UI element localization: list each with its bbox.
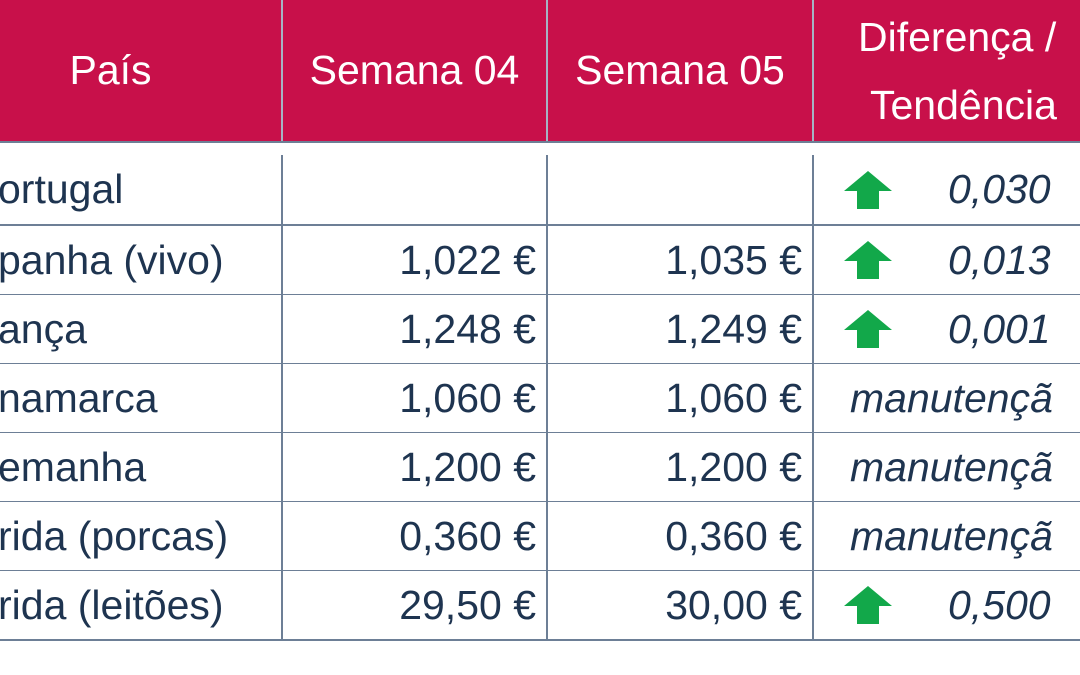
cell-week04: 1,022 € [283,226,548,296]
cell-diff: 0,013 [814,226,1080,296]
cell-week04: 1,248 € [283,295,548,365]
diff-value: 0,013 [948,236,1051,283]
header-country-label: País [69,47,152,93]
arrow-up-icon [844,586,892,624]
cell-country: emanha [0,433,283,503]
cell-country: namarca [0,364,283,434]
cell-country: rida (leitões) [0,571,283,641]
cell-week04: 1,060 € [283,364,548,434]
header-separator [0,141,1080,155]
week04-price: 1,248 € [399,305,536,352]
cell-week04 [283,155,548,226]
cell-diff: 0,030 [814,155,1080,226]
cell-week05: 1,060 € [548,364,814,434]
cell-week05: 1,200 € [548,433,814,503]
header-country: País [0,0,283,141]
week04-price: 0,360 € [399,512,536,559]
country-name: namarca [0,374,158,421]
diff-value: 0,001 [948,305,1051,352]
header-week04: Semana 04 [283,0,548,141]
week05-price: 1,249 € [665,305,802,352]
week05-price: 1,200 € [665,443,802,490]
header-week05-label: Semana 05 [575,47,785,93]
cell-country: rida (porcas) [0,502,283,572]
diff-maintenance: manutençã [850,374,1053,421]
cell-diff: manutençã [814,433,1080,503]
cell-week05: 1,035 € [548,226,814,296]
header-diff: Diferença / Tendência [814,0,1080,141]
cell-diff: manutençã [814,502,1080,572]
country-name: panha (vivo) [0,236,224,283]
diff-value: 0,030 [948,166,1051,212]
cell-diff: 0,001 [814,295,1080,365]
cell-diff: manutençã [814,364,1080,434]
week05-price: 30,00 € [665,581,802,628]
country-name: emanha [0,443,147,490]
cell-country: panha (vivo) [0,226,283,296]
diff-maintenance: manutençã [850,443,1053,490]
header-diff-line1: Diferença / [858,13,1057,60]
arrow-up-icon [844,170,892,209]
cell-week05: 30,00 € [548,571,814,641]
cell-week05 [548,155,814,226]
cell-week05: 1,249 € [548,295,814,365]
cell-country: ança [0,295,283,365]
week04-price: 29,50 € [399,581,536,628]
header-diff-line2: Tendência [870,81,1057,128]
week05-price: 0,360 € [665,512,802,559]
header-week04-label: Semana 04 [309,47,520,93]
country-name: rida (leitões) [0,581,224,628]
cell-week04: 0,360 € [283,502,548,572]
week04-price: 1,060 € [399,374,536,421]
country-name: ortugal [0,166,124,212]
week04-price: 1,200 € [399,443,536,490]
cell-diff: 0,500 [814,571,1080,641]
week05-price: 1,060 € [665,374,802,421]
cell-week04: 1,200 € [283,433,548,503]
header-week05: Semana 05 [548,0,814,141]
arrow-up-icon [844,241,892,279]
country-name: rida (porcas) [0,512,229,559]
diff-maintenance: manutençã [850,512,1053,559]
arrow-up-icon [844,310,892,348]
week05-price: 1,035 € [665,236,802,283]
cell-country: ortugal [0,155,283,226]
diff-value: 0,500 [948,581,1051,628]
country-name: ança [0,305,87,352]
cell-week05: 0,360 € [548,502,814,572]
week04-price: 1,022 € [399,236,536,283]
cell-week04: 29,50 € [283,571,548,641]
